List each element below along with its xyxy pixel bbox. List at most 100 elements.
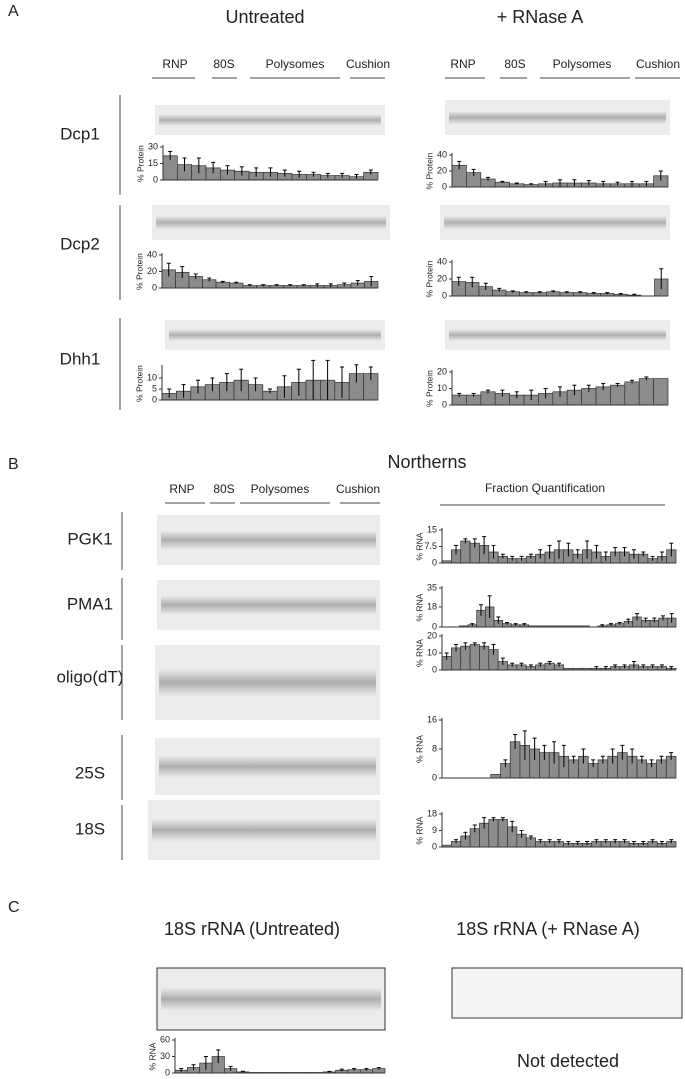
error-bar [603, 551, 608, 561]
section-title: Northerns [387, 452, 466, 472]
error-bar [216, 1049, 221, 1064]
error-bar [522, 623, 527, 626]
error-bar [543, 180, 548, 187]
fraction-label: RNP [169, 482, 194, 496]
error-bar [261, 284, 266, 287]
y-tick-label: 18 [427, 601, 437, 611]
error-bar [585, 841, 590, 846]
error-bar [658, 170, 663, 181]
error-bar [340, 366, 344, 398]
error-bar [613, 839, 618, 844]
error-bar [500, 657, 505, 665]
y-tick-label: 15 [148, 158, 158, 168]
fraction-label: Cushion [336, 482, 380, 496]
y-tick-label: 0 [432, 621, 437, 631]
error-bar [369, 275, 374, 287]
row-label: PMA1 [67, 594, 113, 613]
y-tick-label: 0 [152, 394, 157, 404]
error-bar [571, 755, 576, 764]
error-bar [454, 839, 459, 844]
error-bar [191, 1064, 196, 1071]
y-tick-label: 0 [432, 772, 437, 782]
error-bar [537, 291, 542, 294]
error-bar [315, 283, 320, 288]
blot-band [449, 329, 666, 341]
blot-band [449, 110, 666, 125]
error-bar [586, 384, 591, 392]
error-bar [325, 359, 330, 400]
error-bar [210, 377, 215, 392]
error-bar [288, 284, 293, 287]
quant-label: Fraction Quantification [485, 481, 605, 495]
error-bar [207, 277, 212, 282]
error-bar [463, 642, 468, 650]
error-bar [630, 180, 634, 187]
error-bar [641, 841, 646, 846]
error-bar [643, 617, 648, 623]
error-bar [513, 623, 518, 626]
error-bar [166, 262, 171, 277]
error-bar [581, 748, 586, 764]
error-bar [457, 160, 462, 170]
error-bar [613, 547, 618, 557]
blot-band [159, 755, 376, 778]
error-bar [463, 831, 468, 840]
fraction-label: 80S [213, 482, 234, 496]
error-bar [543, 388, 548, 399]
error-bar [620, 744, 625, 760]
bar [624, 381, 640, 406]
error-bar [538, 662, 543, 667]
row-label: 18S [75, 819, 105, 838]
error-bar [225, 165, 230, 175]
bar [638, 378, 654, 406]
error-bar [650, 555, 655, 561]
blot-band [161, 986, 381, 1012]
error-bar [325, 172, 330, 178]
error-bar [566, 841, 571, 846]
bar [460, 540, 471, 564]
error-bar [557, 839, 561, 844]
error-bar [196, 379, 200, 394]
error-bar [609, 623, 613, 626]
error-bar [180, 266, 185, 279]
y-tick-label: 20 [437, 165, 447, 175]
y-axis-label: % RNA [414, 593, 424, 621]
row-label: 25S [75, 763, 105, 782]
error-bar [470, 623, 475, 626]
bar [488, 819, 499, 848]
error-bar [538, 549, 543, 559]
error-bar [558, 386, 562, 397]
error-bar [669, 666, 674, 670]
error-bar [650, 664, 655, 669]
error-bar [538, 839, 543, 844]
error-bar [240, 1070, 245, 1073]
error-bar [239, 166, 244, 176]
error-bar [376, 1067, 381, 1070]
y-axis-label: % RNA [414, 735, 424, 763]
fraction-label: RNP [450, 57, 475, 71]
error-bar [547, 839, 552, 844]
error-bar [591, 292, 596, 295]
error-bar [368, 169, 373, 175]
blot-band [159, 114, 381, 126]
error-bar [617, 622, 622, 625]
y-tick-label: 16 [427, 714, 437, 724]
error-bar [500, 817, 505, 822]
error-bar [491, 817, 496, 822]
error-bar [482, 817, 487, 829]
y-tick-label: 20 [147, 266, 157, 276]
fraction-label: RNP [162, 57, 187, 71]
fraction-label: Cushion [636, 57, 680, 71]
y-axis-label: % RNA [414, 532, 424, 560]
bar [460, 645, 471, 671]
y-tick-label: 30 [160, 1051, 170, 1061]
error-bar [669, 542, 674, 557]
bar [610, 384, 626, 406]
error-bar [594, 839, 599, 844]
error-bar [669, 839, 674, 844]
error-bar [641, 664, 646, 669]
error-bar [487, 595, 492, 619]
panel-label: A [8, 3, 19, 20]
error-bar [572, 384, 577, 396]
error-bar [610, 748, 615, 764]
